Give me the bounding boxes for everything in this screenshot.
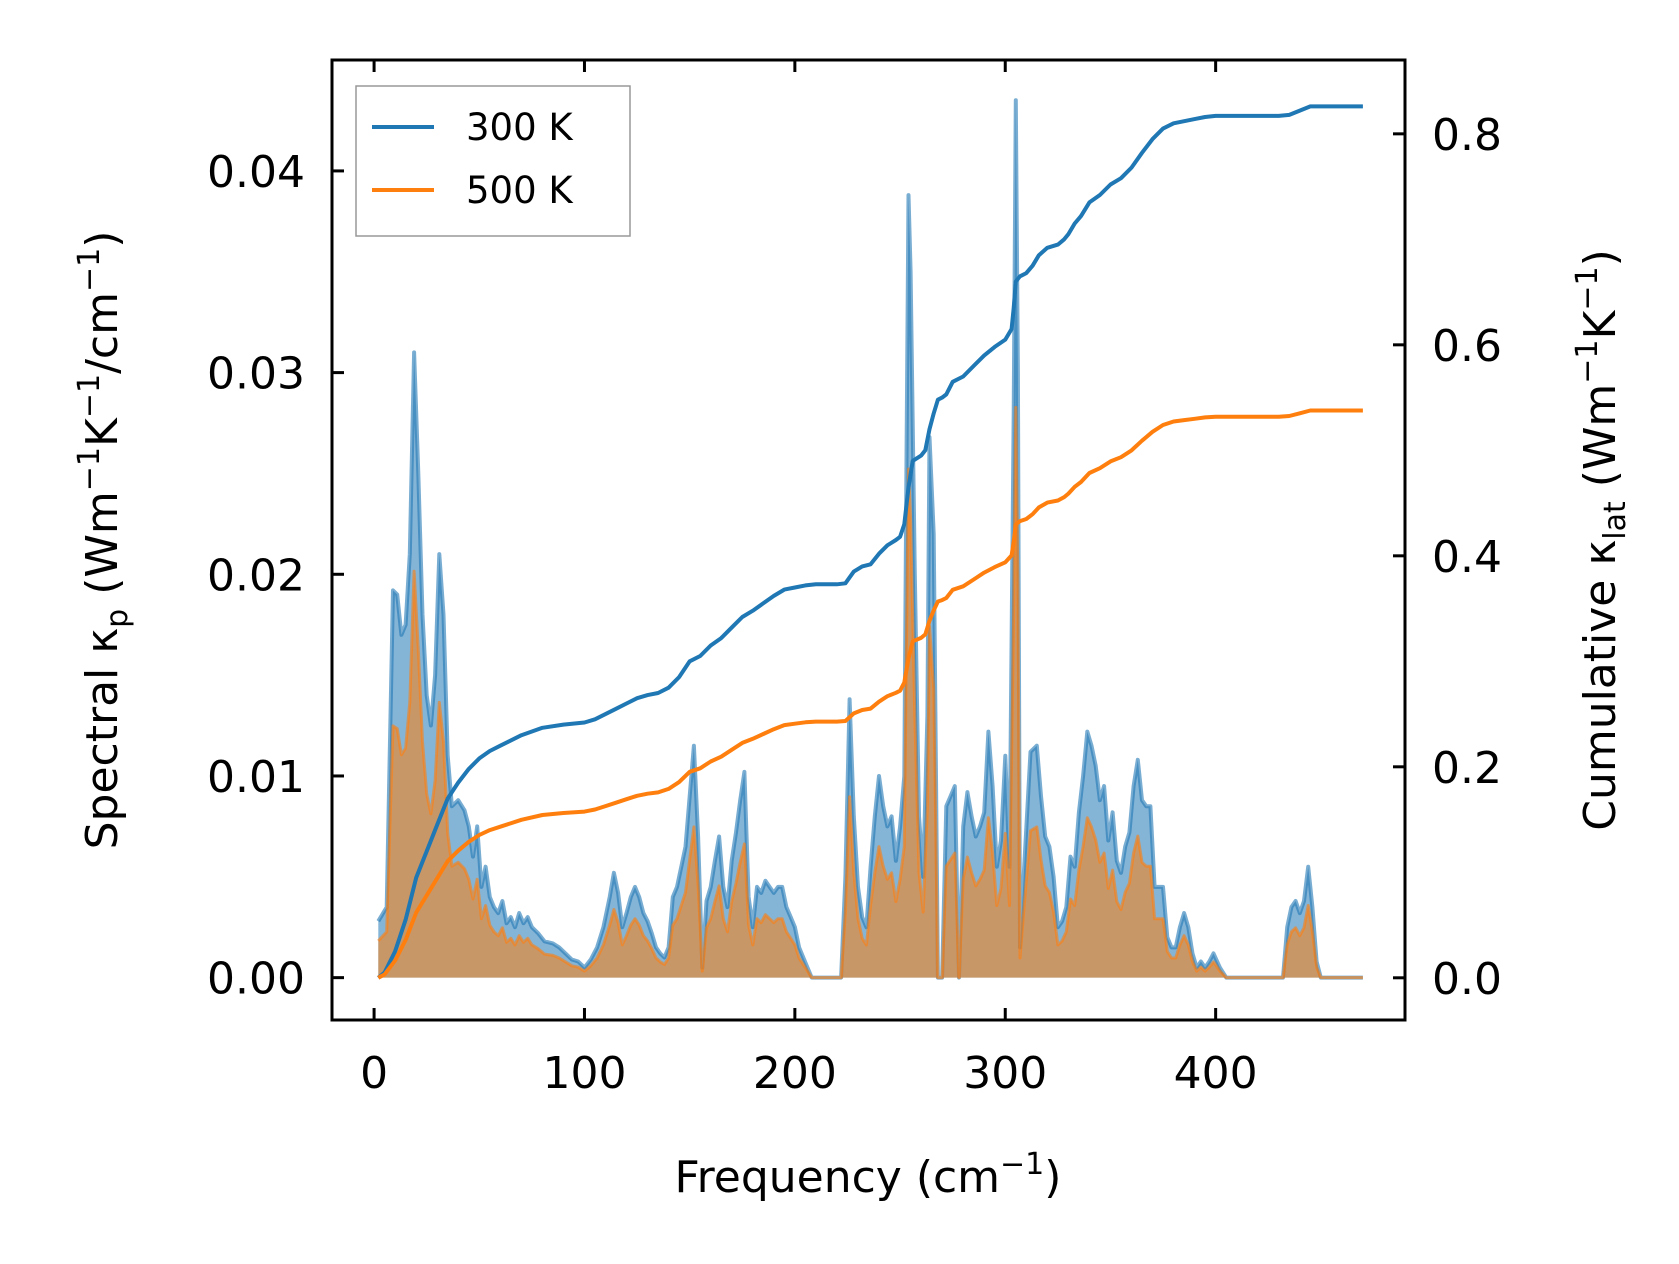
y-left-title-part-2: (Wm — [77, 491, 128, 609]
spectral-outline-500k — [377, 405, 1363, 980]
y-left-title-part-3: −1 — [72, 447, 107, 491]
y-right-tick-label-3: 0.6 — [1432, 321, 1502, 372]
x-tick-label-200: 200 — [753, 1048, 837, 1099]
y-left-tick-label-2: 0.02 — [207, 550, 305, 601]
y-right-title-part-6: ) — [1575, 249, 1626, 266]
spectral-outline-300k — [376, 98, 1363, 980]
cumulative-line-300k — [377, 104, 1363, 980]
x-tick-label-400: 400 — [1174, 1048, 1258, 1099]
spectral-area-500k — [378, 407, 1363, 978]
y-right-axis-title: Cumulative κlat (Wm−1K−1) — [1570, 249, 1633, 831]
x-axis-title-tail: ) — [1044, 1152, 1061, 1203]
x-axis-title-sup: −1 — [1000, 1147, 1044, 1182]
y-left-title-part-7: −1 — [72, 248, 107, 292]
legend-label-500k: 500 K — [466, 169, 574, 212]
y-left-title-part-8: ) — [77, 231, 128, 248]
y-left-title-part-6: /cm — [77, 292, 128, 374]
x-tick-label-0: 0 — [360, 1048, 388, 1099]
y-left-title-part-0: Spectral κ — [77, 628, 128, 850]
plot-frame — [330, 58, 1407, 1022]
y-right-tick-label-0: 0.0 — [1432, 954, 1502, 1005]
x-tick-label-100: 100 — [542, 1048, 626, 1099]
y-left-title-part-1: p — [100, 609, 135, 628]
y-right-title-part-0: Cumulative κ — [1575, 540, 1626, 831]
y-right-title-part-1: lat — [1598, 501, 1633, 540]
y-left-title-part-5: −1 — [72, 374, 107, 418]
y-right-tick-label-2: 0.4 — [1432, 532, 1502, 583]
legend: 300 K 500 K — [355, 85, 631, 237]
x-tick-label-300: 300 — [963, 1048, 1047, 1099]
y-left-tick-label-0: 0.00 — [207, 954, 305, 1005]
y-left-axis-title: Spectral κp (Wm−1K−1/cm−1) — [72, 231, 135, 850]
x-axis-title: Frequency (cm−1) — [675, 1147, 1062, 1203]
y-right-title-part-2: (Wm — [1575, 384, 1626, 502]
y-left-tick-label-4: 0.04 — [207, 147, 305, 198]
y-left-title-part-4: K — [77, 417, 128, 447]
x-axis-title-main: Frequency (cm — [675, 1152, 1001, 1203]
y-right-title-part-4: K — [1575, 309, 1626, 339]
ticks-layer: 0 100 200 300 400 0.00 0.01 0.02 0.03 0.04 0.0 0.2 0… — [207, 60, 1502, 1099]
y-right-title-part-3: −1 — [1570, 339, 1605, 383]
y-left-tick-label-3: 0.03 — [207, 349, 305, 400]
legend-box — [355, 85, 631, 237]
cumulative-line-500k — [377, 408, 1363, 980]
legend-label-300k: 300 K — [466, 106, 574, 149]
y-right-tick-label-4: 0.8 — [1432, 110, 1502, 161]
data-layer — [376, 98, 1363, 980]
y-left-tick-label-1: 0.01 — [207, 752, 305, 803]
y-right-title-part-5: −1 — [1570, 266, 1605, 310]
y-right-tick-label-1: 0.2 — [1432, 743, 1502, 794]
